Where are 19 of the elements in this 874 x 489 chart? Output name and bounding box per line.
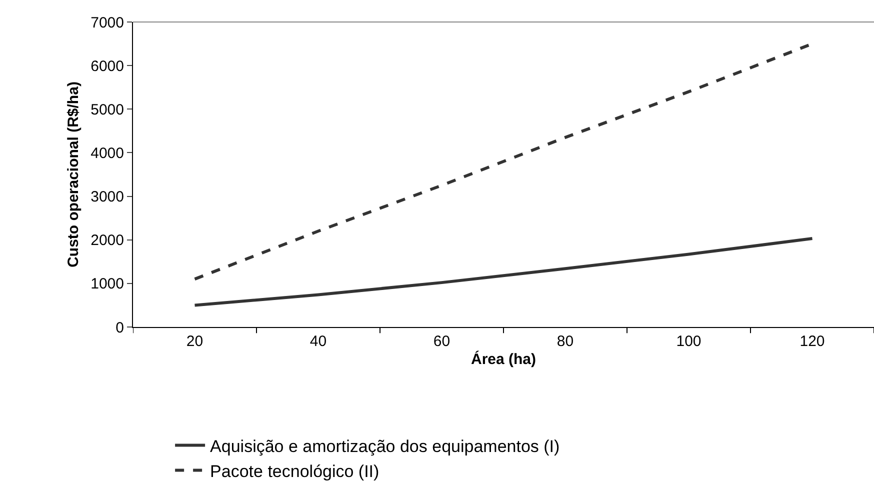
y-tick-label: 3000 [90,188,124,206]
x-tick-label: 100 [676,333,702,350]
x-tick-label: 40 [310,333,327,350]
legend-label: Aquisição e amortização dos equipamentos (I) [210,436,560,456]
legend-label: Pacote tecnológico (II) [210,462,380,481]
y-tick-label: 2000 [90,232,124,250]
y-tick-label: 5000 [90,101,124,118]
y-axis-title: Custo operacional (R$/ha) [64,82,82,268]
x-tick-label: 20 [186,333,204,350]
y-tick-label: 6000 [90,58,124,75]
x-tick-label: 80 [556,333,574,350]
y-tick-label: 4000 [90,144,124,162]
x-tick-label: 60 [433,333,450,350]
y-tick-label: 0 [116,319,124,336]
x-axis-title: Área (ha) [470,350,536,368]
y-tick-label: 1000 [90,276,124,293]
line-series [193,237,814,307]
x-tick-label: 120 [800,333,825,350]
y-tick-label: 7000 [90,14,124,32]
